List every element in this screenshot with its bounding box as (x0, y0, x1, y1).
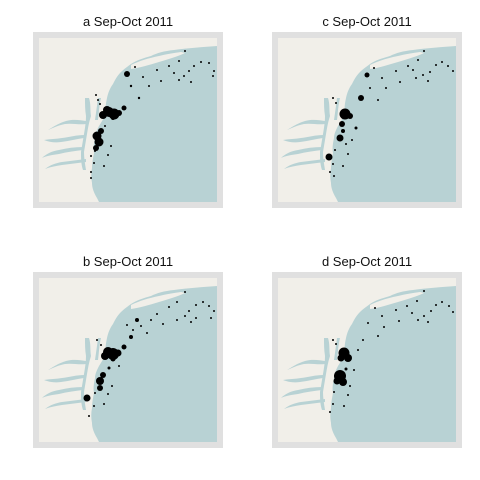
bay-water (44, 135, 84, 143)
bay-water (320, 338, 330, 410)
bay-water (284, 159, 325, 169)
bay-water (44, 375, 84, 383)
bay-water (287, 359, 325, 370)
long-island (131, 292, 185, 309)
basemap (39, 38, 217, 202)
bay-water (320, 98, 330, 170)
coastal-map (39, 278, 217, 442)
bay-water (281, 387, 322, 398)
bay-water (45, 399, 86, 409)
coastal-map (39, 38, 217, 202)
map-panel-b: b Sep-Oct 2011 (33, 252, 223, 448)
bay-water (81, 338, 91, 410)
bay-water (42, 147, 83, 158)
long-island (370, 52, 424, 69)
bay-water (284, 399, 325, 409)
map-panel-d: d Sep-Oct 2011 (272, 252, 462, 448)
panel-title: b Sep-Oct 2011 (82, 254, 174, 269)
long-island (131, 52, 185, 69)
bay-water (283, 375, 323, 383)
coastal-map (278, 278, 456, 442)
coastal-map (278, 38, 456, 202)
map-frame (272, 32, 462, 208)
basemap (39, 278, 217, 442)
basemap (278, 278, 456, 442)
panel-title: c Sep-Oct 2011 (322, 14, 412, 29)
map-panel-a: a Sep-Oct 2011 (33, 12, 223, 208)
bay-water (81, 98, 91, 170)
map-frame (33, 272, 223, 448)
map-frame (33, 32, 223, 208)
bay-water (281, 147, 322, 158)
bay-water (48, 119, 86, 130)
panel-title: a Sep-Oct 2011 (82, 14, 174, 29)
panel-title: d Sep-Oct 2011 (321, 254, 413, 269)
map-panel-c: c Sep-Oct 2011 (272, 12, 462, 208)
bay-water (287, 119, 325, 130)
map-frame (272, 272, 462, 448)
bay-water (48, 359, 86, 370)
bay-water (334, 338, 340, 360)
bay-water (45, 159, 86, 169)
survey-points (325, 50, 454, 177)
bay-water (95, 338, 101, 360)
survey-points (83, 291, 215, 417)
bay-water (283, 135, 323, 143)
survey-points (329, 290, 454, 413)
survey-points (90, 50, 215, 179)
basemap (278, 38, 456, 202)
bay-water (42, 387, 83, 398)
long-island (370, 292, 424, 309)
bay-water (334, 98, 340, 120)
